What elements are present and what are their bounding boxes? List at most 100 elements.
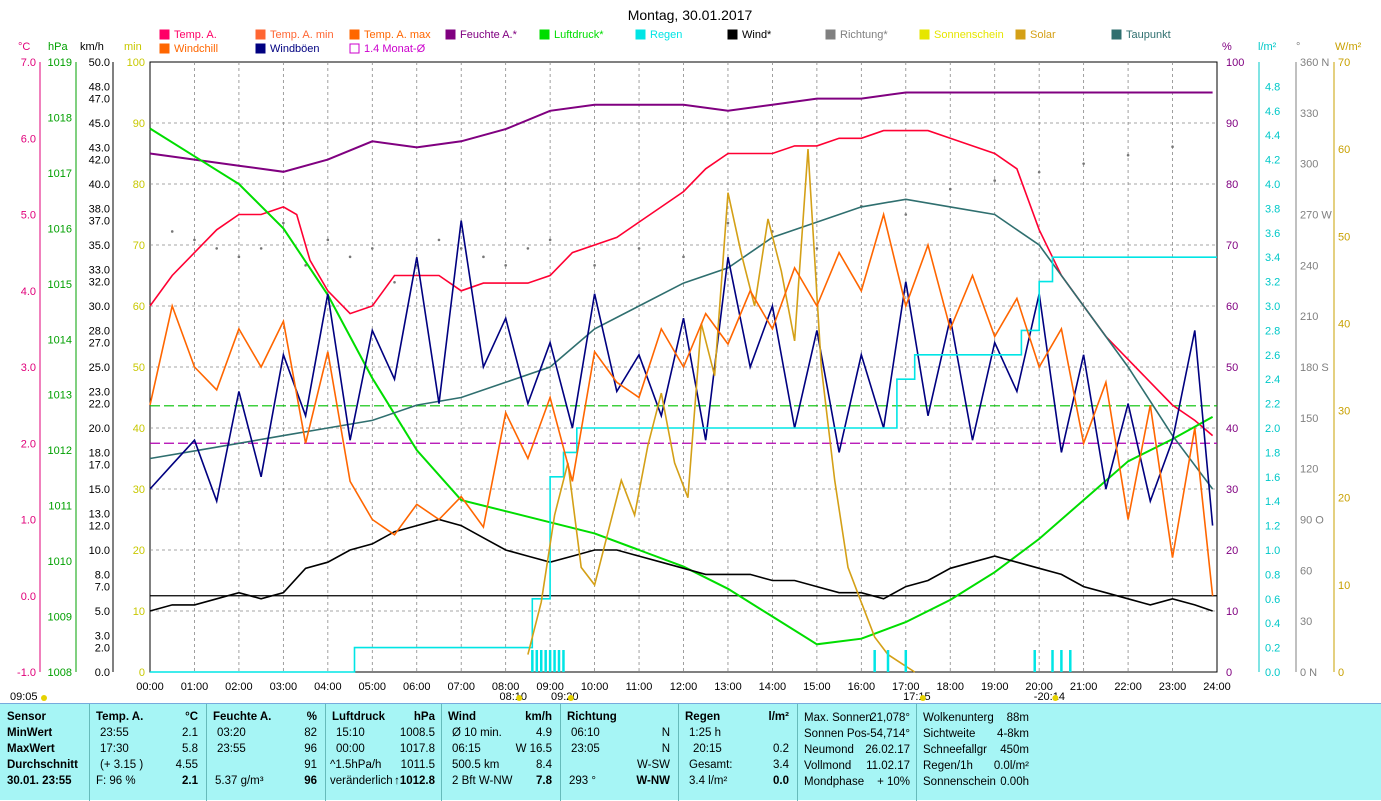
x-tick-label: 12:00 — [670, 681, 698, 693]
x-tick-label: 15:00 — [803, 681, 831, 693]
sensor-row-min: MinWert — [7, 727, 53, 739]
legend-label: Wind* — [742, 29, 772, 41]
hpa-tick-label: 1008 — [48, 667, 72, 679]
stats-col-direction: Richtung 06:10 N 23:05 N W-SW 293 ° W-NW — [560, 704, 678, 801]
stats-panel: Sensor MinWert MaxWert Durchschnitt 30.0… — [0, 703, 1381, 801]
rain-duration: 1:25 h — [689, 727, 721, 739]
hpa-tick-label: 1012 — [48, 445, 72, 457]
legend-swatch — [919, 29, 930, 40]
hpa-tick-label: 1019 — [48, 57, 72, 69]
temp-tick-label: 5.0 — [21, 210, 36, 222]
deg-tick-label: 180 S — [1300, 362, 1329, 374]
direction-dot — [593, 264, 596, 267]
deg-tick-label: 360 N — [1300, 57, 1329, 69]
lm2-tick-label: 3.2 — [1265, 277, 1280, 289]
min-tick-label: 60 — [133, 301, 145, 313]
legend-label: Sonnenschein — [934, 29, 1004, 41]
x-tick-label: 18:00 — [936, 681, 964, 693]
sensor-row-max: MaxWert — [7, 743, 55, 755]
misc-snowline-value: 450m — [1000, 744, 1029, 756]
hpa-tick-label: 1009 — [48, 612, 72, 624]
dir-min-time: 06:10 — [571, 727, 600, 739]
x-tick-label: 17:00 — [892, 681, 920, 693]
hpa-tick-label: 1014 — [48, 334, 72, 346]
dir-current-value: W-NW — [636, 775, 670, 787]
series-line — [149, 91, 1213, 173]
direction-dot — [193, 238, 196, 242]
temp-unit: °C — [185, 711, 198, 723]
wind-beaufort: 2 Bft W-NW — [452, 775, 513, 787]
direction-dot — [526, 247, 530, 250]
misc-visibility-label: Sichtweite — [923, 728, 976, 740]
misc-cloudbase-label: Wolkenunterg — [923, 712, 994, 724]
press-trend: ^1.5hPa/h — [330, 759, 382, 771]
deg-tick-label: 90 O — [1300, 515, 1324, 527]
rain-total-label: Gesamt: — [689, 759, 733, 771]
lm2-axis-title: l/m² — [1258, 41, 1277, 53]
hum-current-value: 96 — [304, 775, 317, 787]
weather-chart: 00:00 01:00 02:00 03:00 04:00 05:00 06:00 07:00… — [10, 7, 1362, 703]
kmh-tick-label: 23.0 — [89, 386, 110, 398]
direction-dot — [215, 247, 218, 250]
pct-tick-label: 40 — [1226, 423, 1238, 435]
direction-dot — [482, 255, 485, 259]
kmh-axis-title: km/h — [80, 41, 104, 53]
press-min-value: 1008.5 — [399, 727, 435, 739]
kmh-tick-label: 3.0 — [95, 630, 110, 642]
astro-sunpos-label: Sonnen Pos — [804, 728, 867, 740]
kmh-tick-label: 7.0 — [95, 582, 110, 594]
lm2-tick-label: 1.8 — [1265, 447, 1280, 459]
temp-tick-label: 2.0 — [21, 438, 36, 450]
x-tick-label: 07:00 — [447, 681, 475, 693]
kmh-tick-label: 8.0 — [95, 569, 110, 581]
lm2-tick-label: 1.4 — [1265, 496, 1280, 508]
legend-swatch — [255, 29, 266, 40]
stats-col-temp: Temp. A. °C 23:55 2.1 17:30 5.8 (+ 3.15 … — [89, 704, 206, 801]
misc-sunshine-label: Sonnenschein — [923, 776, 996, 788]
legend-swatch — [1111, 29, 1122, 40]
legend-label: Luftdruck* — [554, 29, 604, 41]
direction-dot — [459, 247, 463, 250]
min-tick-label: 30 — [133, 484, 145, 496]
rain-max-value: 0.2 — [773, 743, 789, 755]
min-tick-label: 20 — [133, 545, 145, 557]
hpa-tick-label: 1011 — [48, 501, 72, 513]
lm2-tick-label: 4.4 — [1265, 130, 1280, 142]
wind-unit: km/h — [525, 711, 552, 723]
min-axis-title: min — [124, 41, 142, 53]
series-line — [149, 198, 1214, 490]
legend-label: 1.4 Monat-Ø — [364, 43, 426, 55]
misc-sunshine-value: 0.00h — [1000, 776, 1029, 788]
wm2-tick-label: 40 — [1338, 318, 1350, 330]
pct-tick-label: 60 — [1226, 301, 1238, 313]
time-annotation: 09:05 — [10, 691, 38, 703]
kmh-tick-label: 32.0 — [89, 277, 110, 289]
direction-dot — [1171, 145, 1174, 149]
series-line — [527, 149, 916, 673]
x-tick-label: 03:00 — [270, 681, 298, 693]
sun-icon — [919, 695, 926, 701]
min-tick-label: 70 — [133, 240, 145, 252]
astro-fullmoon-value: 11.02.17 — [866, 760, 910, 772]
temp-tick-label: 1.0 — [21, 515, 36, 527]
temp-tick-label: 3.0 — [21, 362, 36, 374]
temp-min-value: 2.1 — [182, 727, 198, 739]
hpa-tick-label: 1018 — [48, 112, 72, 124]
chart-svg: 00:00 01:00 02:00 03:00 04:00 05:00 06:00 07:00… — [10, 7, 1362, 703]
min-tick-label: 40 — [133, 423, 145, 435]
legend-swatch — [159, 29, 170, 40]
legend-swatch — [539, 29, 550, 40]
min-tick-label: 0 — [139, 667, 145, 679]
deg-tick-label: 240 — [1300, 260, 1318, 272]
legend-swatch — [255, 43, 266, 54]
lm2-tick-label: 4.8 — [1265, 81, 1280, 93]
lm2-tick-label: 1.2 — [1265, 521, 1280, 533]
temp-avg-value: 4.55 — [175, 759, 198, 771]
direction-dot — [437, 238, 441, 242]
kmh-tick-label: 12.0 — [89, 521, 110, 533]
astro-moonphase-value: + 10% — [877, 776, 910, 788]
deg-tick-label: 270 W — [1300, 210, 1332, 222]
direction-dot — [1037, 170, 1041, 174]
temp-max-value: 5.8 — [182, 743, 198, 755]
pct-tick-label: 50 — [1226, 362, 1238, 374]
